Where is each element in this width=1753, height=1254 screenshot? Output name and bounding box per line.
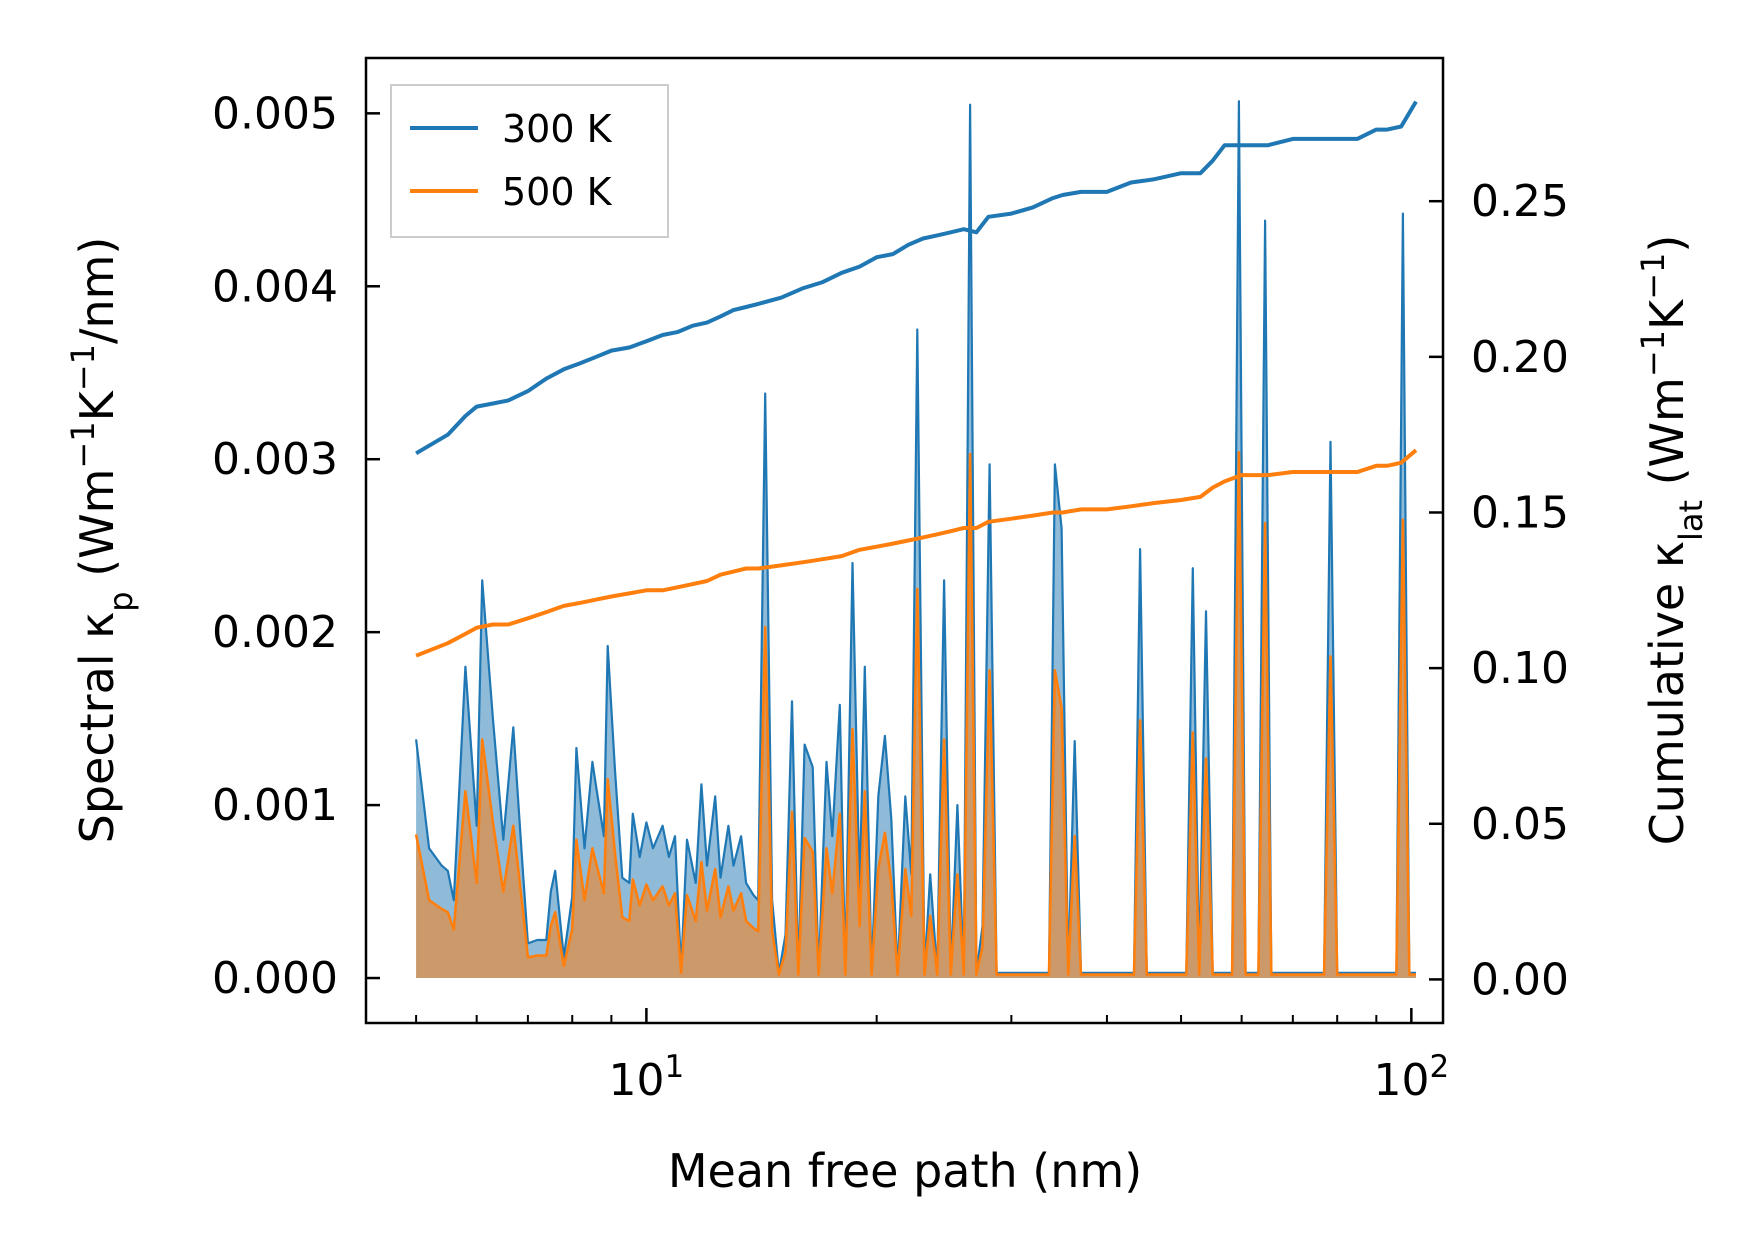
legend-box	[390, 84, 669, 238]
x-tick-label: 101	[609, 1049, 685, 1106]
y-right-tick-label: 0.25	[1471, 176, 1569, 227]
x-axis-title: Mean free path (nm)	[668, 1144, 1142, 1198]
x-tick-label: 102	[1373, 1049, 1449, 1106]
ticks-group: 0.000 0.001 0.002 0.003 0.004 0.005 0.00 0.05 0.…	[212, 88, 1569, 1106]
y-left-tick-label: 0.003	[212, 434, 338, 485]
y-left-tick-label: 0.001	[212, 780, 338, 831]
cumulative-line-300k	[415, 100, 1418, 456]
y-axis-left-title: Spectral κp (Wm−1K−1/nm)	[64, 237, 140, 844]
y-right-tick-label: 0.05	[1471, 799, 1569, 850]
spectral-line-300k	[415, 100, 1416, 974]
y-right-tick-label: 0.15	[1471, 487, 1569, 538]
y-left-tick-label: 0.005	[212, 88, 338, 139]
legend-label-300k: 300 K	[502, 107, 613, 151]
spectral-line-500k	[414, 450, 1416, 976]
y-right-tick-label: 0.00	[1471, 954, 1569, 1005]
y-left-tick-label: 0.000	[212, 953, 338, 1004]
plot-frame	[364, 56, 1445, 1025]
legend: 300 K 500 K	[390, 84, 669, 238]
legend-label-500k: 500 K	[502, 170, 613, 214]
y-left-tick-label: 0.002	[212, 607, 338, 658]
y-right-tick-label: 0.10	[1471, 643, 1569, 694]
data-lines-group	[415, 100, 1418, 658]
cumulative-line-500k	[415, 448, 1418, 658]
y-left-tick-label: 0.004	[212, 261, 338, 312]
y-axis-right-title: Cumulative κlat (Wm−1K−1)	[1634, 235, 1710, 846]
y-right-tick-label: 0.20	[1471, 332, 1569, 383]
